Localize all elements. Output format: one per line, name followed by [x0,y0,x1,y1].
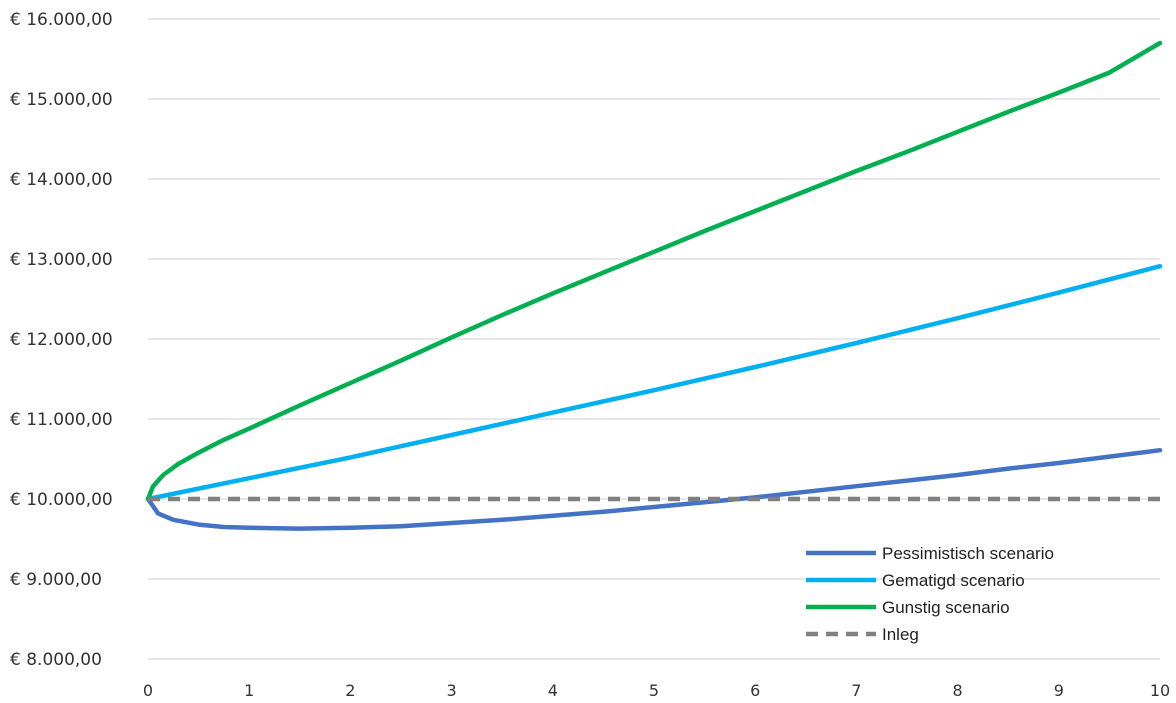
legend-label: Inleg [882,625,919,644]
x-axis-tick-labels: 0 1 2 3 4 5 6 7 8 9 10 [143,681,1170,700]
x-tick-label: 0 [143,681,153,700]
x-tick-label: 10 [1150,681,1170,700]
x-tick-label: 1 [244,681,254,700]
y-tick-label: € 11.000,00 [10,410,113,430]
grid-lines [148,18,1160,660]
x-tick-label: 3 [447,681,457,700]
y-tick-label: € 15.000,00 [10,90,113,110]
x-tick-label: 2 [345,681,355,700]
y-tick-label: € 8.000,00 [10,650,102,670]
y-tick-label: € 16.000,00 [10,10,113,30]
x-tick-label: 6 [750,681,760,700]
series-line-pessimistisch-scenario [145,447,1163,531]
x-tick-label: 5 [649,681,659,700]
x-tick-label: 8 [953,681,963,700]
legend-label: Pessimistisch scenario [882,544,1054,563]
series-line-gunstig-scenario [145,40,1163,502]
y-tick-label: € 13.000,00 [10,250,113,270]
legend-label: Gunstig scenario [882,598,1010,617]
legend-label: Gematigd scenario [882,571,1025,590]
series-line-gematigd-scenario [145,263,1163,502]
y-tick-label: € 10.000,00 [10,490,113,510]
y-tick-label: € 14.000,00 [10,170,113,190]
x-tick-label: 4 [548,681,558,700]
series-lines [145,40,1163,531]
y-tick-label: € 12.000,00 [10,330,113,350]
y-tick-label: € 9.000,00 [10,570,102,590]
x-tick-label: 9 [1054,681,1064,700]
y-axis-tick-labels: € 8.000,00 € 9.000,00 € 10.000,00 € 11.000,… [10,10,113,670]
legend: Pessimistisch scenario Gematigd scenario G… [806,544,1054,644]
x-tick-label: 7 [851,681,861,700]
